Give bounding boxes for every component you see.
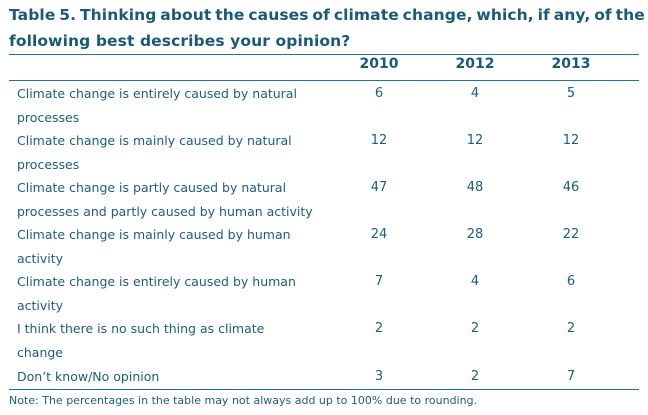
title-word: if: [537, 6, 550, 24]
row-label-line: Climate change is mainly caused by natur…: [17, 133, 292, 148]
row-label-line: I think there is no such thing as climat…: [17, 321, 265, 336]
cell-2010: 24: [370, 227, 388, 242]
table-note: Note: The percentages in the table may n…: [9, 394, 478, 407]
header-rule: [9, 80, 639, 81]
cell-2012: 12: [466, 133, 484, 148]
row-label: Don’t know/No opinion: [17, 365, 323, 389]
cell-2012: 48: [466, 180, 484, 195]
table-title: Table 5. Thinking about the causes of cl…: [9, 2, 645, 54]
table-title-line-2: following best describes your opinion?: [9, 32, 351, 50]
row-label-line: Climate change is entirely caused by nat…: [17, 86, 297, 101]
cell-2013: 2: [566, 321, 576, 336]
cell-2013: 6: [566, 274, 576, 289]
cell-2012: 2: [470, 321, 480, 336]
cell-2010: 2: [374, 321, 384, 336]
cell-2012: 4: [470, 86, 480, 101]
cell-2010: 3: [374, 369, 384, 384]
table-title-line-1: Table 5. Thinking about the causes of cl…: [9, 2, 645, 28]
row-label-line: activity: [17, 297, 64, 313]
bottom-rule: [9, 389, 639, 390]
title-word: Thinking: [79, 6, 157, 24]
row-label: Climate change is mainly caused by natur…: [17, 129, 323, 176]
cell-2013: 22: [562, 227, 580, 242]
row-label-line: processes: [17, 109, 80, 125]
title-word: any,: [553, 6, 591, 24]
cell-2013: 12: [562, 133, 580, 148]
row-label-line: Climate change is partly caused by natur…: [17, 180, 287, 195]
cell-2010: 47: [370, 180, 388, 195]
cell-2013: 46: [562, 180, 580, 195]
cell-2010: 7: [374, 274, 384, 289]
title-word: of: [594, 6, 612, 24]
row-label-line: Climate change is entirely caused by hum…: [17, 274, 296, 289]
cell-2013: 5: [566, 86, 576, 101]
title-word: about: [160, 6, 212, 24]
row-label-line: activity: [17, 250, 64, 266]
title-word: the: [615, 6, 645, 24]
cell-2012: 28: [466, 227, 484, 242]
title-word: Table: [9, 6, 56, 24]
cell-2010: 12: [370, 133, 388, 148]
title-word: climate: [333, 6, 399, 24]
column-header-2012: 2012: [455, 56, 495, 72]
row-label: Climate change is mainly caused by human…: [17, 223, 323, 270]
title-word: which,: [476, 6, 534, 24]
row-label-line: processes: [17, 156, 80, 172]
row-label-line: processes and partly caused by human act…: [17, 203, 313, 219]
row-label: I think there is no such thing as climat…: [17, 317, 323, 364]
title-word: of: [312, 6, 330, 24]
cell-2012: 4: [470, 274, 480, 289]
title-word: change,: [402, 6, 473, 24]
column-header-2013: 2013: [551, 56, 591, 72]
row-label-line: Don’t know/No opinion: [17, 369, 160, 384]
row-label-line: change: [17, 344, 64, 360]
title-word: causes: [248, 6, 309, 24]
title-word: 5.: [59, 6, 77, 24]
row-label: Climate change is partly caused by natur…: [17, 176, 323, 223]
row-label: Climate change is entirely caused by hum…: [17, 270, 323, 317]
cell-2012: 2: [470, 369, 480, 384]
title-word: the: [215, 6, 245, 24]
cell-2010: 6: [374, 86, 384, 101]
cell-2013: 7: [566, 369, 576, 384]
row-label-line: Climate change is mainly caused by human: [17, 227, 291, 242]
top-rule: [9, 54, 639, 55]
column-header-2010: 2010: [359, 56, 399, 72]
row-label: Climate change is entirely caused by nat…: [17, 82, 323, 129]
